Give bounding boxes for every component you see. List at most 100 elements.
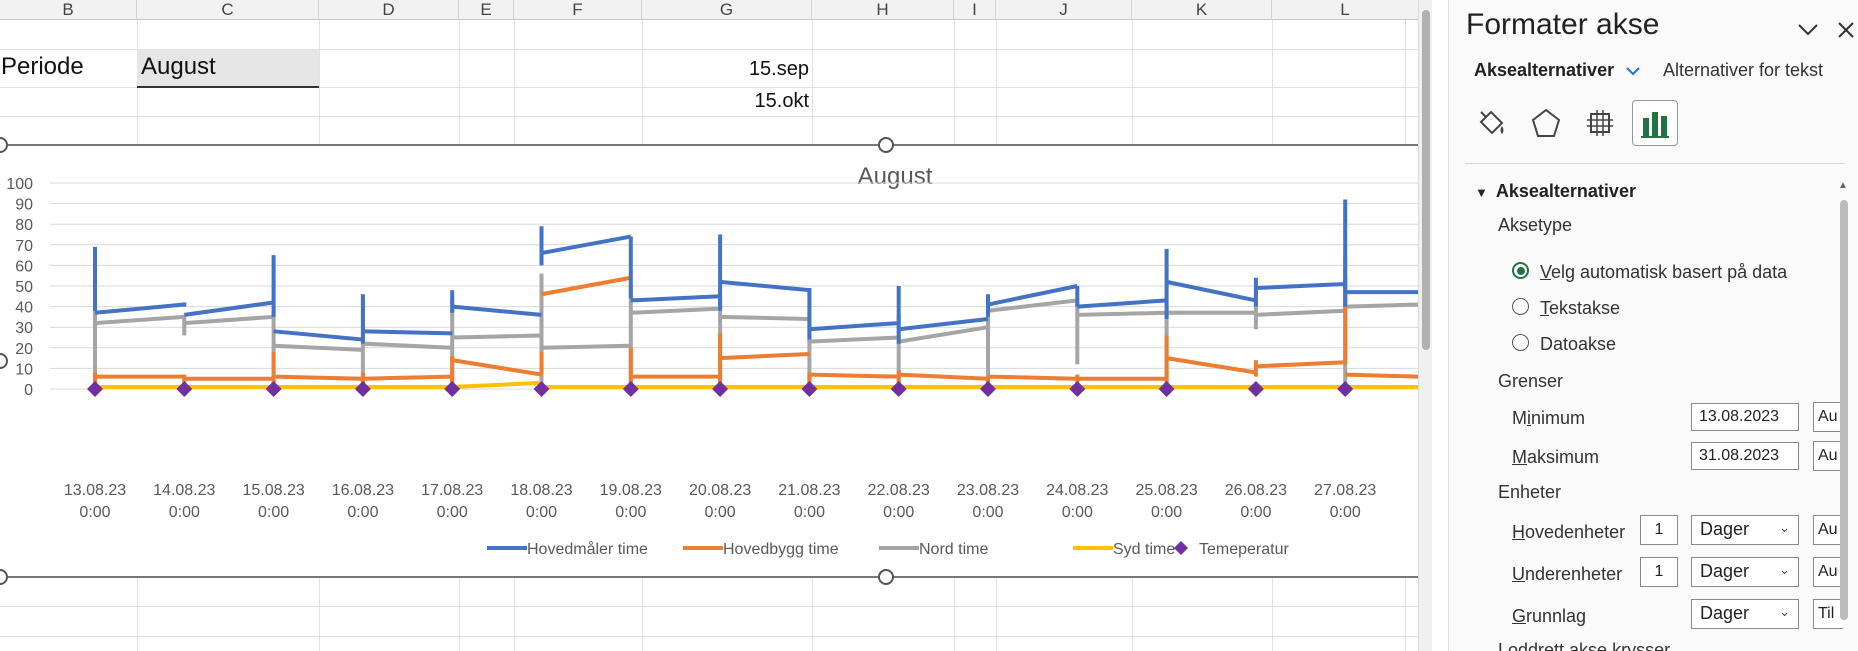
series-segment: [541, 275, 632, 297]
series-segment: [1255, 360, 1346, 369]
y-tick-label: 10: [15, 361, 33, 378]
series-segment: [541, 343, 631, 350]
scroll-up-icon[interactable]: ▲: [1838, 180, 1848, 191]
minor-unit-input[interactable]: 1: [1640, 557, 1678, 587]
tab-text-options[interactable]: Alternativer for tekst: [1663, 60, 1824, 80]
x-tick-label: 24.08.23: [1046, 482, 1108, 499]
scrollbar-thumb[interactable]: [1422, 10, 1430, 350]
dropdown-caret-icon: ⌄: [1779, 562, 1790, 577]
cell-g3[interactable]: 15.okt: [754, 90, 809, 112]
radio-auto[interactable]: [1512, 262, 1529, 279]
x-tick-label: 0:00: [883, 504, 914, 521]
x-tick-label: 0:00: [1062, 504, 1093, 521]
base-unit-reset-button[interactable]: Til: [1813, 599, 1843, 629]
major-unit-label: Hovedenheter: [1512, 522, 1626, 542]
major-unit-input[interactable]: 1: [1640, 515, 1678, 545]
maximum-auto-button[interactable]: Au: [1813, 441, 1843, 471]
maximum-input[interactable]: 31.08.2023: [1691, 442, 1799, 470]
temperature-marker: [1069, 381, 1086, 397]
line-chart[interactable]: August 0 10 20 30 40 50 60 70 80 90 100 13.08.23 0:00…: [0, 145, 1418, 577]
tab-axis-options-label: Aksealternativer: [1474, 60, 1615, 80]
column-header-bar: B C D E F G H I J K L: [0, 0, 1418, 20]
column-header-d[interactable]: D: [319, 0, 459, 20]
tab-fill-line[interactable]: [1469, 100, 1515, 146]
chart-resize-handle-top[interactable]: [878, 137, 894, 153]
y-tick-label: 90: [15, 197, 33, 214]
base-unit-select-value: Dager: [1700, 603, 1750, 623]
cell-b2[interactable]: Periode: [1, 53, 84, 80]
temperature-marker: [622, 381, 639, 397]
pane-close-button[interactable]: [1832, 16, 1858, 44]
temperature-marker: [712, 381, 729, 397]
column-header-i[interactable]: I: [954, 0, 996, 20]
cell-g2[interactable]: 15.sep: [748, 58, 809, 80]
x-tick-label: 0:00: [169, 504, 200, 521]
temperature-marker: [801, 381, 818, 397]
series-segment: [273, 343, 363, 352]
tab-size-properties[interactable]: [1577, 100, 1623, 146]
column-header-b[interactable]: B: [0, 0, 137, 20]
chart-plot-svg[interactable]: August 0 10 20 30 40 50 60 70 80 90 100 13.08.23 0:00…: [0, 145, 1418, 577]
chart-resize-handle-bottom[interactable]: [878, 569, 894, 585]
minor-unit-auto-button[interactable]: Au: [1813, 557, 1843, 587]
temperature-marker: [354, 381, 371, 397]
base-unit-select[interactable]: Dager ⌄: [1691, 599, 1799, 629]
pane-scrollbar-thumb[interactable]: [1840, 200, 1848, 620]
series-segment: [987, 298, 1078, 313]
column-header-h[interactable]: H: [812, 0, 954, 20]
series-segment: [987, 374, 1078, 381]
pane-scrollbar[interactable]: ▲: [1838, 180, 1850, 650]
bounds-label: Grenser: [1498, 371, 1564, 391]
pane-options-button[interactable]: [1794, 16, 1822, 44]
y-tick-label: 70: [15, 238, 33, 255]
y-tick-label: 0: [24, 382, 33, 399]
legend-marker: [1174, 541, 1188, 555]
x-tick-label: 14.08.23: [153, 482, 215, 499]
tab-effects[interactable]: [1523, 100, 1569, 146]
radio-date-axis-label[interactable]: Datoakse: [1540, 334, 1617, 354]
x-tick-label: 26.08.23: [1225, 482, 1287, 499]
y-tick-label: 20: [15, 341, 33, 358]
legend-label: Temeperatur: [1199, 541, 1289, 558]
column-header-k[interactable]: K: [1132, 0, 1272, 20]
column-header-e[interactable]: E: [459, 0, 514, 20]
spreadsheet-grid[interactable]: B C D E F G H I J K L Periode August 15.…: [0, 0, 1418, 651]
radio-date-axis[interactable]: [1512, 334, 1529, 351]
major-unit-select[interactable]: Dager ⌄: [1691, 515, 1799, 545]
minimum-input[interactable]: 13.08.2023: [1691, 403, 1799, 431]
series-0: [93, 199, 1418, 344]
major-unit-auto-button[interactable]: Au: [1813, 515, 1843, 545]
chevron-down-icon: [1626, 67, 1640, 76]
x-tick-label: 0:00: [79, 504, 110, 521]
series-segment: [1077, 310, 1167, 317]
minor-unit-select[interactable]: Dager ⌄: [1691, 557, 1799, 587]
section-axis-options[interactable]: ▼ Aksealternativer: [1475, 181, 1636, 202]
radio-text-axis[interactable]: [1512, 298, 1529, 315]
active-cell-c2[interactable]: [137, 50, 319, 88]
series-segment: [719, 279, 810, 293]
column-header-g[interactable]: G: [642, 0, 812, 20]
column-header-j[interactable]: J: [996, 0, 1132, 20]
cell-c2[interactable]: August: [141, 53, 216, 80]
column-header-l[interactable]: L: [1340, 0, 1350, 19]
column-header-c[interactable]: C: [137, 0, 319, 20]
column-header-f[interactable]: F: [514, 0, 642, 20]
maximum-label: Maksimum: [1512, 447, 1600, 467]
series-segment: [987, 284, 1078, 307]
radio-text-axis-label[interactable]: Tekstakse: [1540, 298, 1621, 318]
sheet-vertical-scrollbar[interactable]: [1418, 0, 1432, 651]
series-segment: [184, 314, 274, 326]
tab-axis-options[interactable]: Aksealternativer: [1474, 60, 1641, 81]
section-axis-options-label: Aksealternativer: [1495, 181, 1636, 201]
x-tick-label: 23.08.23: [957, 482, 1019, 499]
series-segment: [184, 300, 274, 317]
y-tick-label: 40: [15, 300, 33, 317]
tab-axis-options-icon[interactable]: [1632, 100, 1678, 146]
bar-chart-icon: [1641, 112, 1669, 138]
pentagon-icon: [1531, 108, 1561, 137]
radio-auto-label[interactable]: Velg automatisk basert på data: [1540, 262, 1788, 282]
gridline: [0, 87, 1418, 88]
minimum-auto-button[interactable]: Au: [1813, 402, 1843, 432]
temperature-marker: [176, 381, 193, 397]
series-3: [95, 380, 1418, 389]
